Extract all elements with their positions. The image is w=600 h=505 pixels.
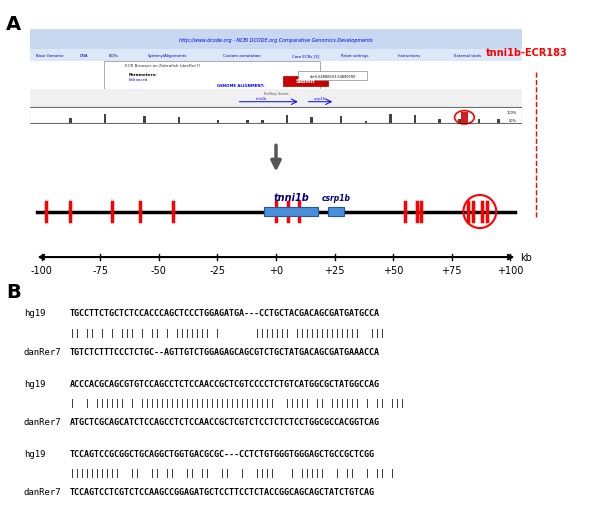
Text: Instructions: Instructions: [397, 54, 421, 58]
Text: csrp1b: csrp1b: [314, 97, 326, 101]
Bar: [178, 117, 180, 124]
Text: -100: -100: [31, 266, 53, 276]
Text: +100: +100: [497, 266, 523, 276]
Text: RefSeq Genes: RefSeq Genes: [263, 91, 289, 95]
Bar: [264, 208, 318, 217]
Text: Reset settings: Reset settings: [341, 54, 368, 58]
Text: http://www.dcode.org - NCBI DCODE.org Comparative Genomics Developments: http://www.dcode.org - NCBI DCODE.org Co…: [179, 38, 373, 43]
Text: Submit: Submit: [296, 79, 316, 84]
Bar: [365, 121, 367, 124]
Text: chr5:54880503-54890700: chr5:54880503-54890700: [310, 74, 356, 78]
Bar: [30, 50, 522, 62]
Bar: [30, 108, 522, 124]
Bar: [261, 121, 264, 124]
Text: || || | | ||| | || | ||||||| |       ||||||| |||||||||||||  |||: || || | | ||| | || | ||||||| | ||||||| |…: [70, 328, 385, 337]
Text: B: B: [6, 283, 21, 302]
Text: ATGCTCGCAGCATCTCCAGCCTCTCCAACCGCTCGTCTCCTCTCTCCTGGCGCCACGGTCAG: ATGCTCGCAGCATCTCCAGCCTCTCCAACCGCTCGTCTCC…: [70, 417, 380, 426]
Text: External tools: External tools: [454, 54, 481, 58]
FancyBboxPatch shape: [283, 76, 328, 86]
Text: TCCAGTCCGCGGCTGCAGGCTGGTGACGCGC---CCTCTGTGGGTGGGAGCTGCCGCTCGG: TCCAGTCCGCGGCTGCAGGCTGGTGACGCGC---CCTCTG…: [70, 449, 375, 458]
Text: TGCCTTCTGCTCTCCACCCAGCTCCCTGGAGATGA---CCTGCTACGACAGCGATGATGCCA: TGCCTTCTGCTCTCCACCCAGCTCCCTGGAGATGA---CC…: [70, 309, 380, 318]
Text: tnni1b-ECR183: tnni1b-ECR183: [486, 48, 568, 58]
Bar: [217, 120, 220, 124]
Bar: [286, 116, 289, 124]
Text: +50: +50: [383, 266, 403, 276]
Text: danRer7: danRer7: [24, 487, 61, 496]
Text: DNA: DNA: [80, 54, 88, 58]
Text: |  | |||||| | |||||||||||||||||||||||||||  ||||| || |||||| | || |||: | | |||||| | |||||||||||||||||||||||||||…: [70, 398, 405, 407]
Bar: [340, 117, 343, 124]
Text: Custom annotation: Custom annotation: [223, 54, 260, 58]
Text: GENOME ALIGNMENT:: GENOME ALIGNMENT:: [217, 84, 265, 88]
Bar: [478, 120, 480, 124]
Text: tnni1b: tnni1b: [274, 193, 309, 203]
Text: ||||||||||  ||  || ||  || ||  ||  |  ||||   | |||||  | ||  | || |: |||||||||| || || || || || || | |||| | ||…: [70, 468, 395, 477]
Bar: [414, 116, 416, 124]
Text: TGTCTCTTTCCCTCTGC--AGTTGTCTGGAGAGCAGCGTCTGCTATGACAGCGATGAAACCA: TGTCTCTTTCCCTCTGC--AGTTGTCTGGAGAGCAGCGTC…: [70, 347, 380, 356]
Text: csrp1b: csrp1b: [321, 193, 350, 203]
Text: Parameters:: Parameters:: [128, 73, 157, 77]
Text: -25: -25: [209, 266, 226, 276]
Bar: [247, 120, 249, 124]
Text: Core ECRs [3]: Core ECRs [3]: [292, 54, 319, 58]
Text: +0: +0: [269, 266, 283, 276]
Text: -75: -75: [92, 266, 108, 276]
Text: tnni1b: tnni1b: [256, 97, 267, 101]
Text: 50%: 50%: [509, 118, 517, 122]
FancyBboxPatch shape: [298, 72, 367, 81]
Bar: [143, 117, 146, 124]
Bar: [30, 90, 522, 108]
Text: ECR Browser on Zebrafish (danRer7): ECR Browser on Zebrafish (danRer7): [125, 64, 200, 68]
Bar: [310, 117, 313, 124]
Text: 100%: 100%: [507, 111, 517, 115]
Text: danRer7: danRer7: [24, 347, 61, 356]
Text: Synteny/Alignments: Synteny/Alignments: [148, 54, 187, 58]
Bar: [30, 30, 522, 50]
Text: danRer7: danRer7: [24, 417, 61, 426]
FancyBboxPatch shape: [104, 62, 320, 91]
Text: TCCAGTCCTCGTCTCCAAGCCGGAGATGCTCCTTCCTCTACCGGCAGCAGCTATCTGTCAG: TCCAGTCCTCGTCTCCAAGCCGGAGATGCTCCTTCCTCTA…: [70, 487, 375, 496]
Bar: [439, 120, 441, 124]
Bar: [70, 119, 72, 124]
Text: ECRs: ECRs: [109, 54, 119, 58]
Bar: [328, 208, 344, 217]
Text: hg19: hg19: [24, 449, 45, 458]
Bar: [458, 120, 461, 124]
Bar: [497, 119, 500, 124]
Text: +75: +75: [442, 266, 462, 276]
Text: ACCCACGCAGCGTGTCCAGCCTCTCCAACCGCTCGTCCCCTCTGTCATGGCGCTATGGCCAG: ACCCACGCAGCGTGTCCAGCCTCTCCAACCGCTCGTCCCC…: [70, 379, 380, 388]
Bar: [104, 115, 106, 124]
Text: +25: +25: [325, 266, 345, 276]
Text: hg19: hg19: [24, 379, 45, 388]
Text: Enhanced: Enhanced: [128, 78, 148, 82]
Bar: [461, 113, 468, 124]
Text: A: A: [6, 15, 21, 34]
Text: hg19: hg19: [24, 309, 45, 318]
Bar: [389, 115, 392, 124]
Text: -50: -50: [151, 266, 167, 276]
Text: Base Genome: Base Genome: [36, 54, 64, 58]
Text: kb: kb: [520, 252, 532, 263]
